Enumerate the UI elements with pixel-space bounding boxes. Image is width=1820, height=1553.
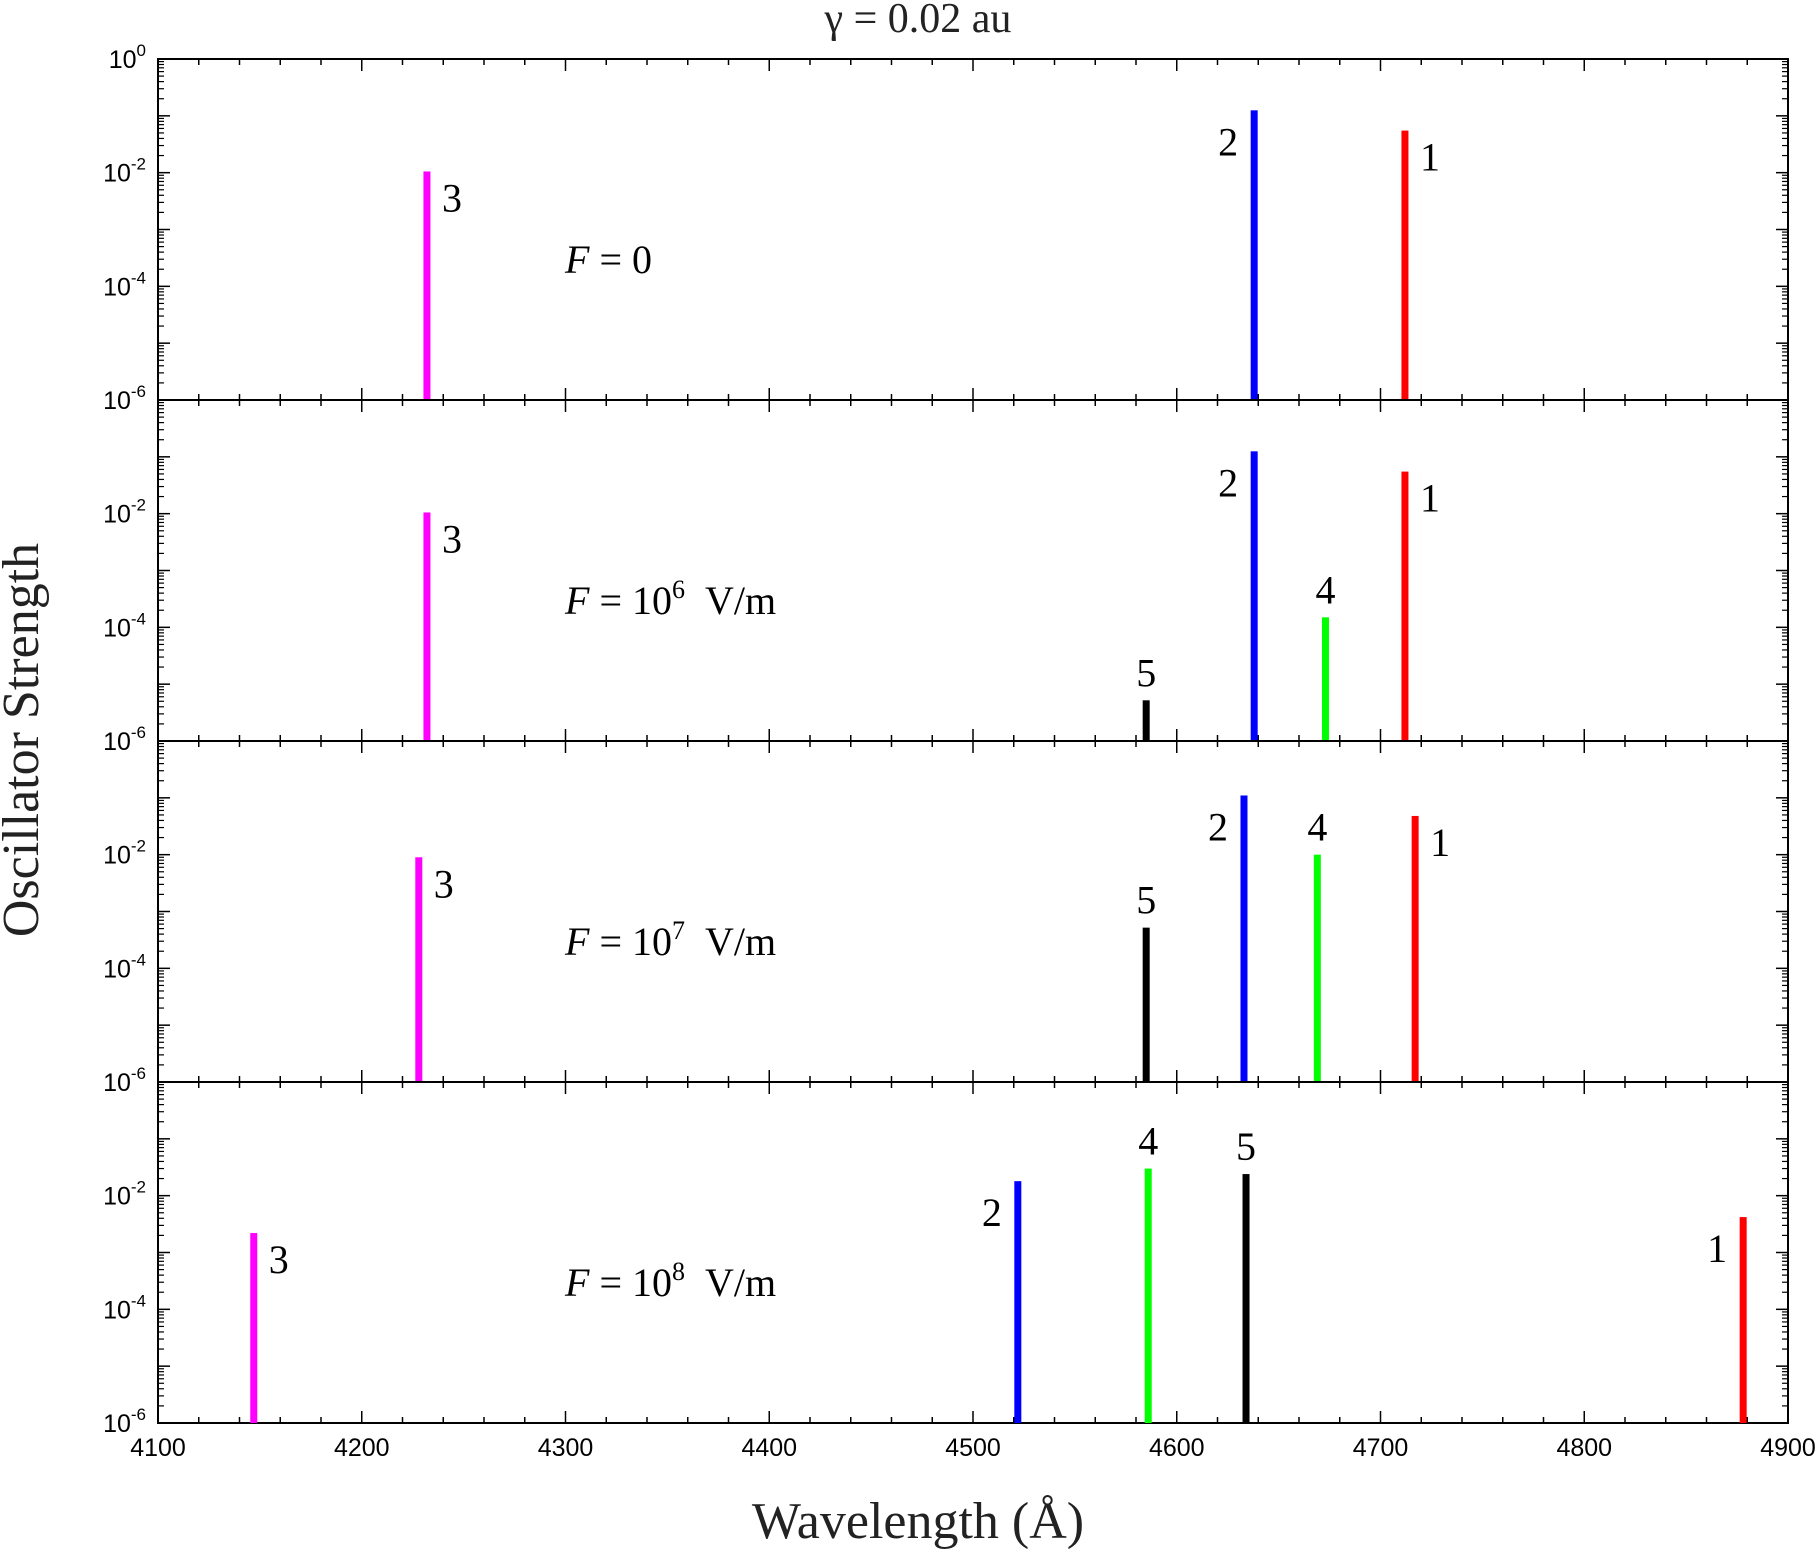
y-tick-label: 10-2 bbox=[103, 155, 146, 188]
bar-3 bbox=[415, 857, 423, 1082]
panel-frame bbox=[157, 740, 1789, 1083]
bar-5 bbox=[1142, 927, 1150, 1082]
bar-3 bbox=[423, 512, 431, 741]
y-tick-label: 10-4 bbox=[103, 1291, 146, 1324]
bar-4 bbox=[1313, 854, 1321, 1082]
bar-3 bbox=[423, 171, 431, 400]
bar-2 bbox=[1240, 795, 1248, 1082]
bar-1 bbox=[1401, 471, 1409, 741]
bar-label-2: 2 bbox=[1218, 119, 1238, 164]
x-tick-label: 4300 bbox=[538, 1434, 594, 1462]
y-tick-label: 100 bbox=[109, 41, 146, 74]
x-tick-label: 4700 bbox=[1353, 1434, 1409, 1462]
y-tick-label: 10-2 bbox=[103, 1178, 146, 1211]
panel-1: 10-6 10-4 10-2 100 3 2 1 F = 0 bbox=[103, 41, 1789, 415]
bar-3 bbox=[250, 1233, 258, 1423]
bar-label-1: 1 bbox=[1707, 1226, 1727, 1271]
bar-label-3: 3 bbox=[442, 175, 462, 220]
panel-frame bbox=[157, 1081, 1789, 1424]
bar-label-4: 4 bbox=[1315, 567, 1335, 612]
panel-frame bbox=[157, 58, 1789, 401]
bar-label-5: 5 bbox=[1136, 878, 1156, 923]
bar-5 bbox=[1242, 1174, 1250, 1423]
bar-4 bbox=[1321, 617, 1329, 741]
bar-label-5: 5 bbox=[1136, 650, 1156, 695]
bar-1 bbox=[1739, 1217, 1747, 1423]
field-label: F = 106 V/m bbox=[564, 575, 776, 623]
x-tick-label: 4100 bbox=[130, 1434, 186, 1462]
bar-4 bbox=[1144, 1168, 1152, 1423]
y-tick-label: 10-4 bbox=[103, 268, 146, 301]
bar-label-2: 2 bbox=[1218, 460, 1238, 505]
bar-label-4: 4 bbox=[1307, 805, 1327, 850]
y-tick-label: 10-4 bbox=[103, 609, 146, 642]
y-axis-label: Oscillator Strength bbox=[0, 543, 50, 937]
x-tick-labels: 4100 4200 4300 4400 4500 4600 4700 4800 4900 bbox=[130, 1434, 1816, 1462]
y-tick-label: 10-6 bbox=[103, 382, 146, 415]
panel-3: 10-6 10-4 10-2 3 5 2 4 1 F = 107 V/m bbox=[103, 740, 1789, 1097]
y-tick-label: 10-4 bbox=[103, 950, 146, 983]
bar-label-1: 1 bbox=[1430, 820, 1450, 865]
y-tick-label: 10-6 bbox=[103, 1405, 146, 1438]
bar-label-2: 2 bbox=[1208, 804, 1228, 849]
x-tick-label: 4500 bbox=[945, 1434, 1001, 1462]
x-tick-label: 4400 bbox=[741, 1434, 797, 1462]
x-axis-label: Wavelength (Å) bbox=[752, 1493, 1084, 1550]
panel-2: 10-6 10-4 10-2 3 5 2 4 1 F = 106 V/m bbox=[103, 399, 1789, 756]
bar-label-5: 5 bbox=[1236, 1124, 1256, 1169]
x-tick-label: 4600 bbox=[1149, 1434, 1205, 1462]
bar-label-3: 3 bbox=[269, 1237, 289, 1282]
x-tick-label: 4200 bbox=[334, 1434, 390, 1462]
bar-2 bbox=[1250, 110, 1258, 400]
field-label: F = 108 V/m bbox=[564, 1257, 776, 1305]
panel-frame bbox=[157, 399, 1789, 742]
bar-label-2: 2 bbox=[982, 1190, 1002, 1235]
panel-4: 10-6 10-4 10-2 3 2 4 5 1 F = 108 V/m bbox=[103, 1081, 1789, 1438]
y-tick-label: 10-6 bbox=[103, 1064, 146, 1097]
field-label: F = 0 bbox=[564, 237, 652, 282]
bar-label-3: 3 bbox=[442, 516, 462, 561]
bar-label-1: 1 bbox=[1420, 476, 1440, 521]
x-tick-label: 4900 bbox=[1760, 1434, 1816, 1462]
y-tick-label: 10-2 bbox=[103, 496, 146, 529]
bar-label-1: 1 bbox=[1420, 135, 1440, 180]
y-tick-label: 10-6 bbox=[103, 723, 146, 756]
bar-1 bbox=[1401, 130, 1409, 400]
field-label: F = 107 V/m bbox=[564, 916, 776, 964]
y-tick-label: 10-2 bbox=[103, 837, 146, 870]
bar-2 bbox=[1250, 451, 1258, 741]
bar-label-3: 3 bbox=[434, 861, 454, 906]
x-tick-label: 4800 bbox=[1556, 1434, 1612, 1462]
bar-2 bbox=[1014, 1181, 1022, 1423]
bar-5 bbox=[1142, 700, 1150, 741]
chart-title: γ = 0.02 au bbox=[824, 0, 1012, 42]
bar-1 bbox=[1411, 815, 1419, 1082]
bar-label-4: 4 bbox=[1138, 1119, 1158, 1164]
